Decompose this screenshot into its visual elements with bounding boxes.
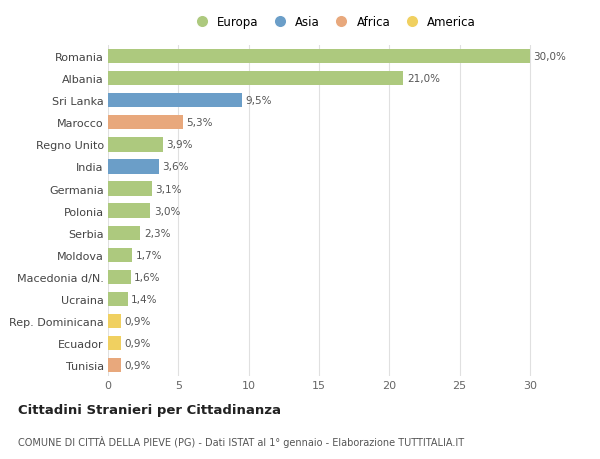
Bar <box>108 358 121 373</box>
Bar <box>108 72 403 86</box>
Bar <box>108 94 242 108</box>
Bar <box>108 314 121 329</box>
Text: 1,7%: 1,7% <box>136 250 162 260</box>
Text: 0,9%: 0,9% <box>124 316 151 326</box>
Text: 5,3%: 5,3% <box>186 118 212 128</box>
Bar <box>108 292 128 307</box>
Bar <box>108 204 150 218</box>
Text: 2,3%: 2,3% <box>144 228 170 238</box>
Text: 1,4%: 1,4% <box>131 294 158 304</box>
Text: 9,5%: 9,5% <box>245 96 272 106</box>
Bar <box>108 138 163 152</box>
Bar <box>108 336 121 351</box>
Text: 21,0%: 21,0% <box>407 74 440 84</box>
Bar <box>108 116 182 130</box>
Text: COMUNE DI CITTÀ DELLA PIEVE (PG) - Dati ISTAT al 1° gennaio - Elaborazione TUTTI: COMUNE DI CITTÀ DELLA PIEVE (PG) - Dati … <box>18 435 464 447</box>
Bar <box>108 182 152 196</box>
Bar <box>108 270 131 285</box>
Text: 0,9%: 0,9% <box>124 338 151 348</box>
Text: 30,0%: 30,0% <box>533 52 566 62</box>
Text: 3,1%: 3,1% <box>155 184 182 194</box>
Bar <box>108 248 132 263</box>
Bar <box>108 226 140 241</box>
Text: 3,6%: 3,6% <box>162 162 188 172</box>
Text: 0,9%: 0,9% <box>124 360 151 370</box>
Text: 1,6%: 1,6% <box>134 272 161 282</box>
Text: Cittadini Stranieri per Cittadinanza: Cittadini Stranieri per Cittadinanza <box>18 403 281 416</box>
Text: 3,0%: 3,0% <box>154 206 180 216</box>
Legend: Europa, Asia, Africa, America: Europa, Asia, Africa, America <box>185 11 481 34</box>
Text: 3,9%: 3,9% <box>166 140 193 150</box>
Bar <box>108 160 158 174</box>
Bar <box>108 50 530 64</box>
